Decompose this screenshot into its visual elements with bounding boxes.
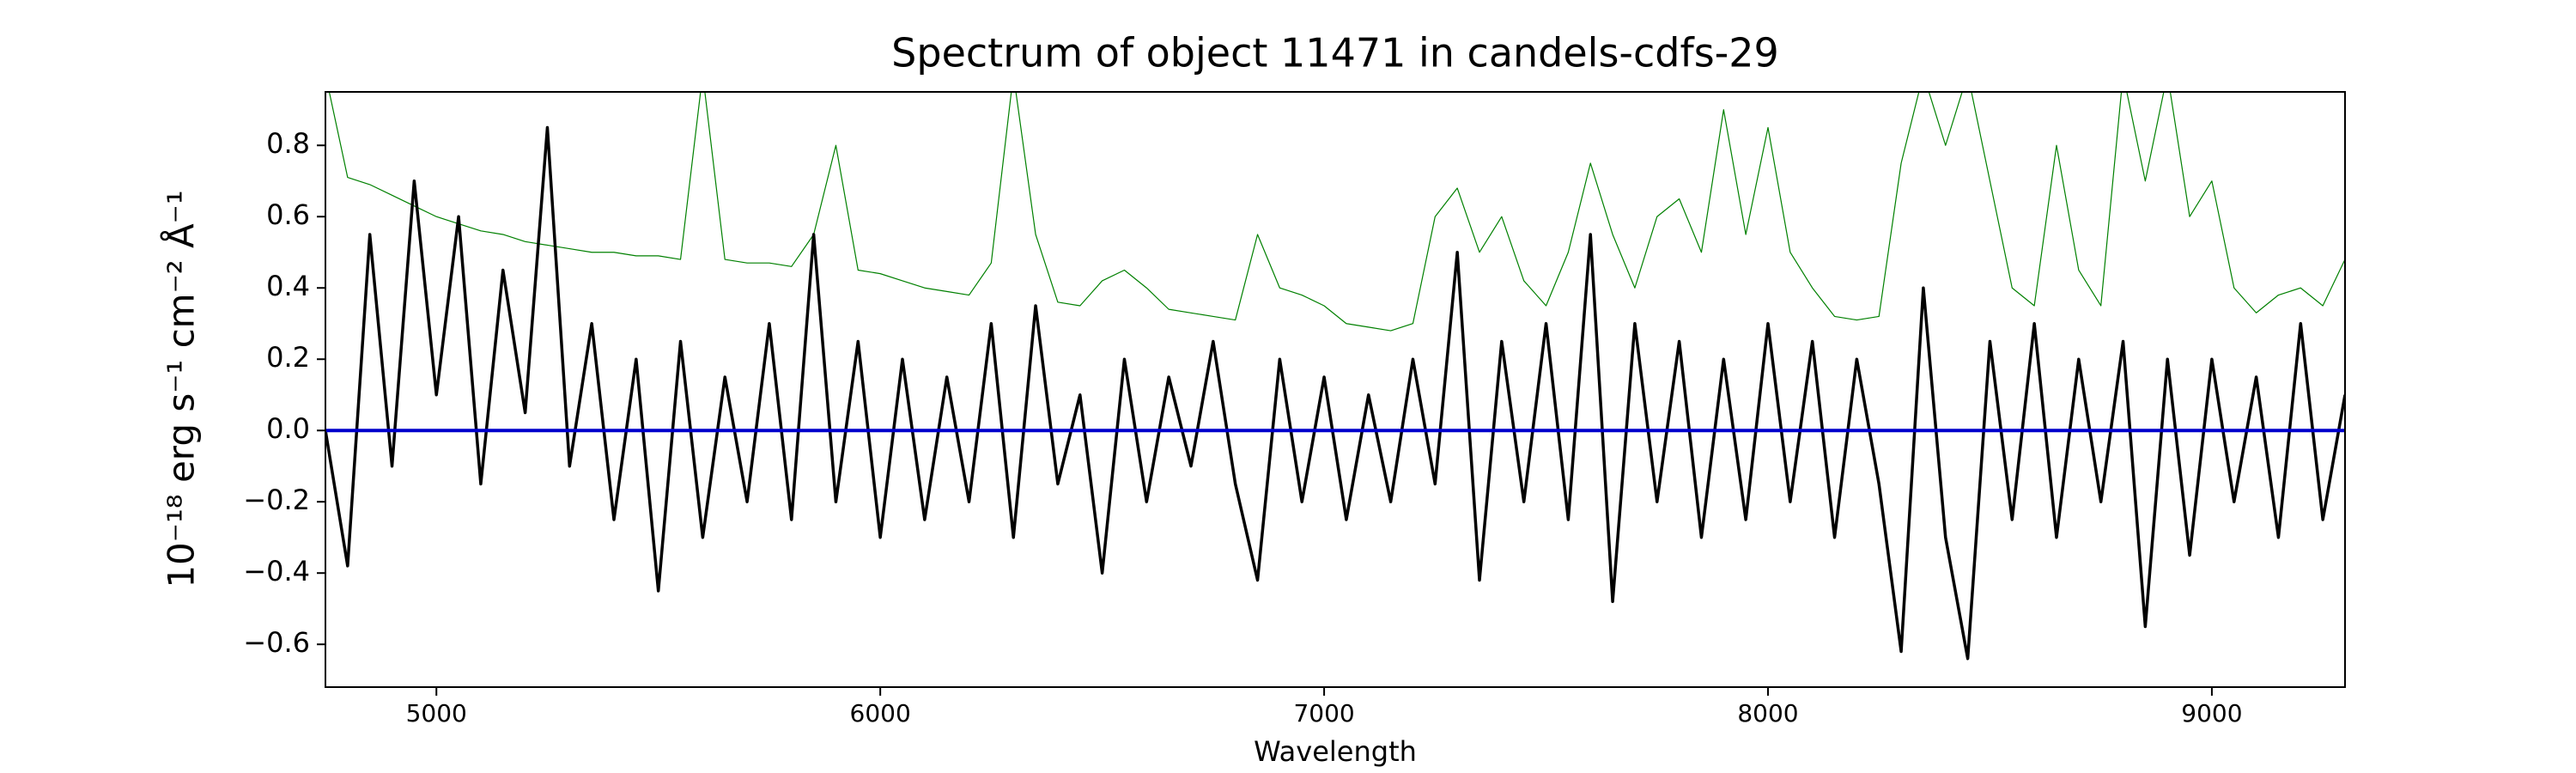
x-tick-label: 6000 bbox=[850, 699, 911, 727]
y-tick-label: 0.6 bbox=[266, 198, 310, 231]
y-tick-label: 0.4 bbox=[266, 270, 310, 302]
y-tick-label: −0.4 bbox=[243, 555, 310, 587]
spectrum-line bbox=[325, 125, 2345, 660]
y-tick-label: 0.2 bbox=[266, 341, 310, 374]
spectrum-line bbox=[328, 92, 2345, 332]
y-axis-label: 10⁻¹⁸ erg s⁻¹ cm⁻² Å⁻¹ bbox=[160, 190, 203, 587]
x-tick-label: 8000 bbox=[1737, 699, 1798, 727]
axes-frame bbox=[325, 91, 2346, 688]
x-tick-label: 7000 bbox=[1293, 699, 1354, 727]
chart-title: Spectrum of object 11471 in candels-cdfs… bbox=[891, 30, 1779, 76]
y-tick-label: −0.6 bbox=[243, 626, 310, 659]
x-tick-label: 5000 bbox=[406, 699, 467, 727]
y-tick-label: 0.8 bbox=[266, 127, 310, 160]
x-axis-label: Wavelength bbox=[1254, 735, 1417, 768]
plot-area bbox=[325, 92, 2345, 660]
x-tick-label: 9000 bbox=[2181, 699, 2242, 727]
y-tick-label: −0.2 bbox=[243, 484, 310, 516]
y-tick-label: 0.0 bbox=[266, 412, 310, 445]
